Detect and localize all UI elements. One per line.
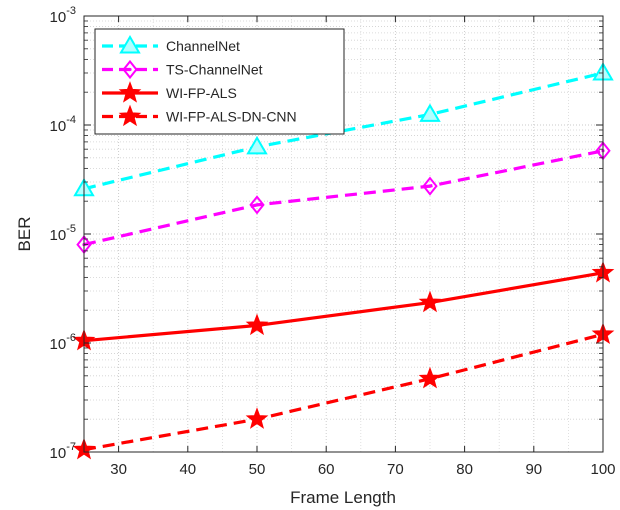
y-tick-label: 10-7 (50, 441, 76, 462)
x-tick-label: 100 (590, 461, 615, 478)
data-point (418, 290, 442, 313)
data-point-center (428, 184, 432, 188)
y-tick-label: 10-3 (50, 5, 76, 26)
data-point-center (255, 203, 259, 207)
x-tick-label: 30 (110, 461, 127, 478)
x-tick-label: 80 (456, 461, 473, 478)
ticks-layer: 30 40 50 60 70 80 90 100 10-7 10-6 10-5 10-4 10-3 (50, 5, 616, 478)
y-tick-label: 10-5 (50, 223, 76, 244)
legend-entry: TS-ChannelNet (102, 59, 263, 80)
y-tick-label: 10-6 (50, 332, 76, 353)
data-point (246, 135, 268, 155)
legend-label: WI-FP-ALS-DN-CNN (166, 109, 297, 125)
x-tick-label: 90 (525, 461, 542, 478)
legend-marker (118, 81, 142, 103)
legend-entry: WI-FP-ALS-DN-CNN (102, 104, 297, 127)
data-point (419, 103, 441, 122)
data-point (245, 313, 269, 336)
legend: ChannelNet TS-ChannelNet WI-FP-ALS WI-FP-AL… (94, 28, 345, 135)
data-point (245, 407, 269, 429)
series-line (83, 332, 604, 452)
x-tick-label: 60 (318, 461, 335, 478)
x-tick-label: 70 (387, 461, 404, 478)
series-line (83, 271, 604, 343)
data-point (249, 195, 265, 215)
y-tick-label: 10-4 (50, 114, 76, 135)
legend-label: ChannelNet (166, 38, 240, 54)
legend-label: TS-ChannelNet (166, 62, 263, 78)
series-line (83, 149, 604, 247)
data-point (422, 176, 438, 196)
legend-entry: ChannelNet (102, 35, 240, 54)
data-point (418, 366, 442, 389)
legend-marker (122, 59, 138, 80)
x-tick-label: 40 (179, 461, 196, 478)
x-tick-label: 50 (249, 461, 266, 478)
legend-marker (118, 104, 142, 127)
legend-label: WI-FP-ALS (166, 85, 237, 101)
y-axis-label: BER (15, 217, 34, 252)
legend-entry: WI-FP-ALS (102, 81, 237, 103)
x-axis-label: Frame Length (290, 488, 396, 507)
legend-marker (119, 35, 141, 54)
legend-marker-center (128, 67, 132, 72)
